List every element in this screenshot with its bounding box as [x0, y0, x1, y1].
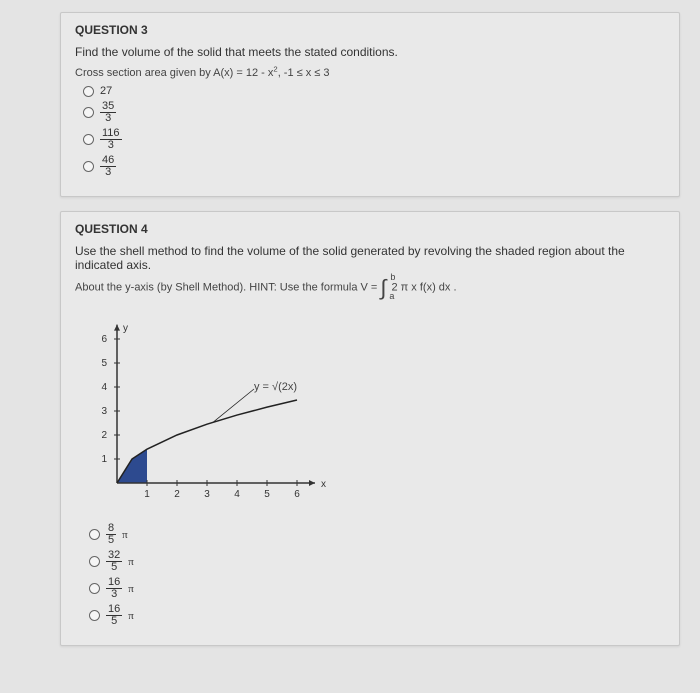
svg-text:4: 4 [234, 489, 240, 500]
question-4-formula: About the y-axis (by Shell Method). HINT… [75, 280, 665, 295]
integral-upper: b [390, 274, 395, 280]
radio-icon [83, 107, 94, 118]
svg-text:3: 3 [204, 489, 210, 500]
radio-icon [89, 556, 100, 567]
radio-icon [83, 134, 94, 145]
question-3-title: QUESTION 3 [75, 23, 665, 37]
q3-option-3-label: 116 3 [100, 128, 122, 151]
radio-icon [89, 529, 100, 540]
q4-option-3[interactable]: 16 3 π [89, 577, 665, 600]
question-3-prompt: Find the volume of the solid that meets … [75, 45, 665, 59]
question-4-panel: QUESTION 4 Use the shell method to find … [60, 211, 680, 646]
svg-text:2: 2 [101, 430, 107, 441]
svg-text:y: y [123, 323, 128, 334]
svg-text:5: 5 [264, 489, 270, 500]
q4-integral-body: 2 π x f(x) dx . [391, 282, 456, 294]
radio-icon [83, 86, 94, 97]
q3-sub-prefix: Cross section area given by A(x) = 12 - … [75, 67, 273, 79]
pi-symbol: π [128, 610, 134, 622]
q4-option-1-frac: 8 5 [106, 523, 116, 546]
svg-text:1: 1 [101, 454, 107, 465]
question-4-title: QUESTION 4 [75, 222, 665, 236]
q3-option-2-label: 35 3 [100, 101, 116, 124]
q3-option-4[interactable]: 46 3 [83, 155, 665, 178]
q3-option-4-label: 46 3 [100, 155, 116, 178]
radio-icon [89, 583, 100, 594]
q4-chart: 1 2 3 4 5 6 1 2 3 4 5 6 x y y = √(2x) [89, 311, 349, 511]
question-3-subtext: Cross section area given by A(x) = 12 - … [75, 67, 665, 79]
q4-option-1[interactable]: 8 5 π [89, 523, 665, 546]
q3-sub-suffix: , -1 ≤ x ≤ 3 [278, 67, 330, 79]
integral-lower: a [389, 293, 394, 299]
q4-option-2-frac: 32 5 [106, 550, 122, 573]
curve-label: y = √(2x) [254, 381, 297, 393]
svg-text:2: 2 [174, 489, 180, 500]
svg-text:x: x [321, 479, 326, 490]
question-4-prompt: Use the shell method to find the volume … [75, 244, 665, 272]
pi-symbol: π [128, 583, 134, 595]
radio-icon [89, 610, 100, 621]
svg-text:1: 1 [144, 489, 150, 500]
q3-option-3[interactable]: 116 3 [83, 128, 665, 151]
q3-option-1[interactable]: 27 [83, 85, 665, 97]
q4-formula-prefix: About the y-axis (by Shell Method). HINT… [75, 282, 380, 294]
pi-symbol: π [128, 556, 134, 568]
svg-text:6: 6 [101, 334, 107, 345]
chart-svg: 1 2 3 4 5 6 1 2 3 4 5 6 x y [89, 311, 349, 511]
q4-option-4-frac: 16 5 [106, 604, 122, 627]
svg-text:6: 6 [294, 489, 300, 500]
integral-icon: ∫ b a [380, 280, 388, 295]
svg-text:3: 3 [101, 406, 107, 417]
svg-text:5: 5 [101, 358, 107, 369]
pi-symbol: π [122, 529, 128, 541]
radio-icon [83, 161, 94, 172]
q3-option-2[interactable]: 35 3 [83, 101, 665, 124]
q4-option-3-frac: 16 3 [106, 577, 122, 600]
q4-option-4[interactable]: 16 5 π [89, 604, 665, 627]
svg-text:4: 4 [101, 382, 107, 393]
q3-option-1-label: 27 [100, 85, 112, 97]
question-3-panel: QUESTION 3 Find the volume of the solid … [60, 12, 680, 197]
q4-option-2[interactable]: 32 5 π [89, 550, 665, 573]
